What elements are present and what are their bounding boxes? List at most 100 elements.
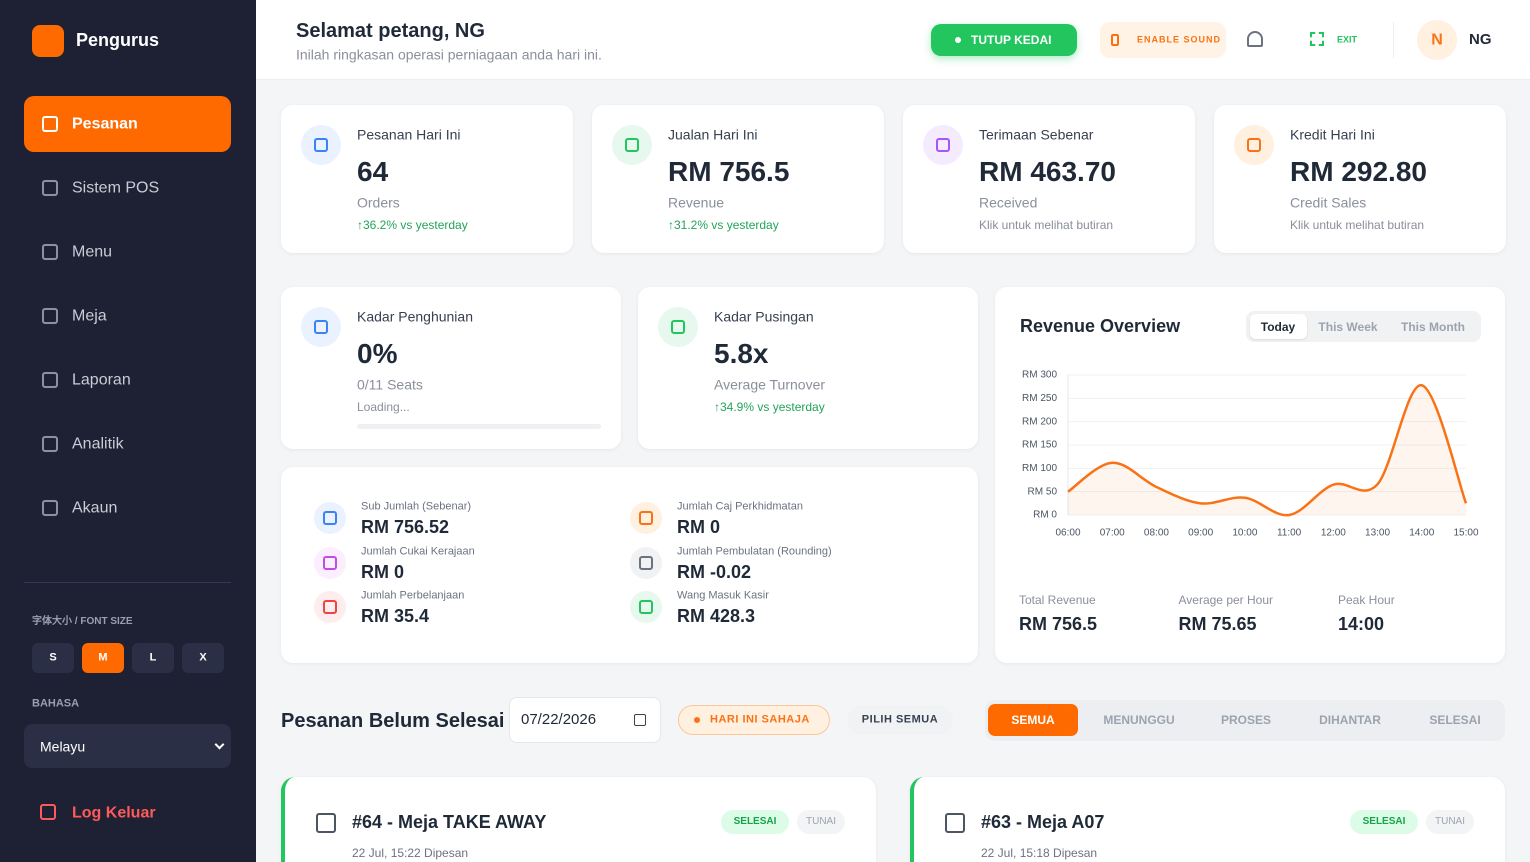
filter-active[interactable] [988,704,1078,736]
checkbox[interactable] [945,813,965,833]
x-tick-label: 06:00 [1055,528,1080,539]
language-select[interactable] [24,724,231,768]
tab-active[interactable] [1250,314,1307,339]
payment-pill [797,810,845,834]
y-tick-label: RM 300 [1022,370,1057,381]
icon [314,502,346,534]
nav-icon [42,500,58,516]
close-shop-text[interactable]: TUTUP KEDAI [971,32,1052,47]
select-all[interactable] [847,705,953,735]
nav-item[interactable]: Pesanan [72,115,138,133]
date[interactable]: 07/22/2026 [521,711,597,728]
avatar-letter: N [1431,31,1443,49]
stat-value: 64 [357,156,389,188]
x-tick-label: 12:00 [1321,528,1346,539]
stat-unit: Credit Sales [1290,194,1367,211]
x-tick-label: 14:00 [1409,528,1434,539]
stat-unit: 0/11 Seats [357,376,423,393]
tab[interactable]: This Month [1401,319,1465,334]
sound-icon [1111,34,1119,46]
summary-value: RM 35.4 [361,606,430,627]
filter[interactable]: DIHANTAR [1319,712,1381,727]
logout[interactable]: Log Keluar [72,804,156,822]
y-tick-label: RM 50 [1028,486,1058,497]
filter[interactable]: SEMUA [1011,712,1055,727]
summary-value: RM 0 [677,517,721,538]
stat-title: Kadar Penghunian [357,308,473,325]
order-title[interactable]: #64 - Meja TAKE AWAY [352,812,547,833]
summary-label: Jumlah Cukai Kerajaan [361,544,475,557]
nav-item[interactable]: Analitik [72,435,124,453]
area [1068,385,1466,516]
tab[interactable]: This Week [1318,319,1378,334]
summary-value: RM 0 [361,561,405,582]
font-size-label: 字体大小 / FONT SIZE [32,616,133,627]
nav-item[interactable]: Akaun [72,499,118,517]
stat-value: RM 756.5 [668,156,790,188]
font-size-button[interactable] [182,643,224,673]
nav-item[interactable]: Sistem POS [72,179,160,197]
icon [314,591,346,623]
checkbox[interactable] [316,813,336,833]
font-size-text[interactable]: L [149,651,157,664]
date-input[interactable] [509,697,661,743]
card [281,467,978,663]
stat-title: Terimaan Sebenar [979,126,1094,143]
avatar [1417,20,1457,60]
sound[interactable] [1100,22,1226,58]
sound-text[interactable]: ENABLE SOUND [1137,34,1222,45]
stat-unit: Received [979,194,1038,211]
y-tick-label: RM 0 [1033,510,1057,521]
bell[interactable] [1247,31,1263,47]
icon [923,125,963,165]
divider [24,582,231,583]
calendar-icon [634,714,646,726]
font-size-button[interactable] [82,643,124,673]
exit-icon[interactable] [1310,32,1324,46]
stat-note[interactable]: Klik untuk melihat butiran [979,217,1114,232]
nav-item[interactable]: Laporan [72,371,131,389]
user[interactable]: NG [1469,31,1492,48]
exit[interactable]: EXIT [1337,34,1358,45]
icon [630,591,662,623]
stat-note: Loading... [357,399,410,414]
filter[interactable]: PROSES [1220,712,1272,727]
stat-value: RM 463.70 [979,156,1116,188]
nav-item[interactable]: Meja [72,307,107,325]
nav-active[interactable] [24,96,231,152]
stat-value: 0% [357,338,398,370]
font-size-button[interactable] [132,643,174,673]
order-title[interactable]: #63 - Meja A07 [981,812,1105,833]
logout-icon [40,804,56,820]
font-size-text[interactable]: X [199,651,207,664]
filter[interactable]: MENUNGGU [1103,712,1175,727]
font-size-button[interactable] [32,643,74,673]
revenue-summary-label: Average per Hour [1178,592,1274,607]
stat-note[interactable]: Klik untuk melihat butiran [1290,217,1425,232]
font-size-text[interactable]: M [98,651,108,664]
header-divider [1393,22,1394,58]
today-only[interactable] [678,705,830,735]
revenue-summary-value: 14:00 [1338,614,1385,635]
filter[interactable]: SELESAI [1429,712,1481,727]
today-only-text[interactable]: HARI INI SAHAJA [710,713,810,726]
brand: Pengurus [76,30,160,51]
summary-value: RM 428.3 [677,606,756,627]
nav-icon [42,436,58,452]
stat-unit: Average Turnover [714,376,826,393]
font-size-text[interactable]: S [49,651,57,664]
payment: TUNAI [1435,816,1465,827]
status: SELESAI [1362,816,1406,827]
nav-item[interactable]: Menu [72,243,113,261]
stat-note: ↑31.2% vs yesterday [668,217,779,232]
revenue-chart: RM 0 RM 50 RM 100 RM 150 RM 200 RM 250 RM 300 0… [1022,370,1479,539]
revenue-summary-label: Peak Hour [1338,592,1395,607]
nav-icon [42,180,58,196]
summary-label: Sub Jumlah (Sebenar) [361,500,472,513]
select-all-text[interactable]: PILIH SEMUA [861,713,939,726]
header [256,0,1530,80]
summary-value: RM -0.02 [677,561,752,582]
tab[interactable]: Today [1260,319,1296,334]
language[interactable]: Melayu [40,738,86,755]
